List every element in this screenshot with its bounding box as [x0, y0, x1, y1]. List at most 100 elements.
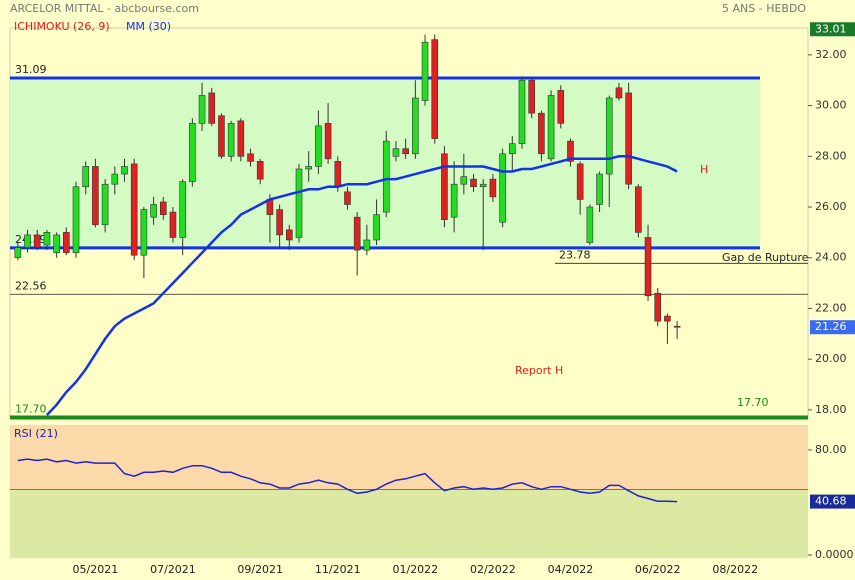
candle-body — [421, 41, 429, 101]
candle-body — [247, 153, 254, 162]
y-tick-label: 26.00 — [815, 200, 847, 213]
price-tag-label: 33.01 — [815, 22, 847, 35]
x-tick-label: 07/2021 — [150, 563, 196, 576]
candle-body — [33, 234, 41, 248]
gap-edge — [655, 263, 808, 267]
up-arrow — [37, 260, 59, 280]
up-arrow — [127, 262, 149, 282]
candle-body — [567, 140, 574, 162]
candle-body — [615, 87, 623, 99]
candle-body — [218, 115, 225, 157]
highlight-circle — [633, 227, 675, 281]
candle-body — [82, 166, 90, 188]
candle-body — [508, 143, 516, 155]
price-tag-label: 40.68 — [815, 495, 847, 508]
candle-body — [412, 97, 419, 155]
y-tick-label: 18.00 — [815, 403, 847, 416]
candle-body — [596, 173, 603, 205]
candle-body — [169, 211, 177, 238]
up-arrow — [472, 258, 494, 278]
candle-body — [140, 209, 148, 256]
price-tag — [810, 320, 855, 335]
candle-body — [654, 292, 662, 322]
candle-body — [402, 148, 409, 155]
y-tick-label: 0.0000 — [815, 548, 854, 561]
level-label: 23.78 — [559, 248, 591, 261]
projection-line — [660, 257, 738, 421]
x-tick-label: 02/2022 — [470, 563, 516, 576]
x-tick-label: 05/2021 — [73, 563, 119, 576]
x-tick-label: 06/2022 — [635, 563, 681, 576]
candle-body — [305, 166, 313, 170]
candle-body — [121, 166, 128, 175]
report-h-bar — [708, 257, 719, 419]
candle-body — [518, 79, 526, 144]
candle-body — [673, 325, 681, 328]
arrows — [37, 56, 643, 282]
level-label: 22.56 — [15, 279, 47, 292]
chart-title: ARCELOR MITTAL - abcbourse.com — [10, 2, 199, 15]
price-tag — [810, 22, 855, 37]
x-tick-label: 04/2022 — [548, 563, 594, 576]
candle-body — [460, 176, 468, 185]
legend-label: ICHIMOKU (26, 9) — [14, 20, 110, 33]
candle-body — [363, 239, 371, 251]
candle-body — [237, 120, 245, 157]
candle-body — [441, 153, 448, 221]
candle-body — [353, 216, 361, 251]
candle-body — [159, 201, 167, 215]
candle-body — [208, 92, 216, 124]
candle-body — [499, 153, 506, 223]
candle-body — [256, 161, 264, 180]
rsi-upper-zone — [10, 425, 808, 490]
x-tick-label: 09/2021 — [237, 563, 283, 576]
y-tick-label: 22.00 — [815, 301, 847, 314]
candle-body — [111, 173, 119, 185]
candle-body — [576, 163, 584, 200]
rsi-lower-zone — [10, 489, 808, 558]
candle-body — [625, 92, 632, 185]
candle-body — [24, 234, 31, 248]
y-tick-label: 80.00 — [815, 443, 847, 456]
rsi-title: RSI (21) — [14, 427, 58, 440]
up-arrow — [354, 260, 376, 280]
x-tick-label: 01/2022 — [392, 563, 438, 576]
y-tick-label: 24.00 — [815, 251, 847, 264]
candle-body — [43, 232, 51, 246]
candle-body — [586, 206, 594, 243]
candle-body — [538, 112, 545, 155]
candle-body — [92, 166, 99, 226]
candle-body — [72, 186, 80, 253]
candle-body — [189, 123, 196, 182]
candle-body — [605, 97, 613, 175]
candle-body — [373, 214, 380, 241]
candle-body — [635, 186, 642, 233]
down-arrow — [553, 56, 575, 76]
y-tick-label: 20.00 — [815, 352, 847, 365]
candle-body — [101, 183, 109, 226]
candle-body — [547, 95, 555, 160]
down-arrow — [621, 56, 643, 76]
candle-body — [489, 178, 497, 198]
down-arrow — [513, 56, 535, 76]
candle-body — [557, 90, 565, 124]
candle-body — [528, 79, 535, 114]
annotation: Report H — [515, 364, 563, 377]
candle-body — [479, 183, 487, 188]
moving-average — [45, 155, 678, 416]
up-arrow — [275, 260, 297, 280]
annotation: 17.70 — [737, 396, 769, 409]
legend-label: MM (30) — [126, 20, 171, 33]
candle-body — [295, 168, 303, 238]
candle-body — [382, 140, 390, 213]
candle-body — [392, 148, 400, 157]
candle-body — [344, 191, 351, 205]
candle-body — [324, 123, 332, 160]
candle-body — [450, 183, 458, 218]
candle-body — [334, 161, 342, 188]
candle-body — [315, 125, 322, 167]
level-label: 31.09 — [15, 63, 47, 76]
x-tick-label: 08/2022 — [712, 563, 758, 576]
annotation: Gap de Rupture — [722, 251, 809, 264]
